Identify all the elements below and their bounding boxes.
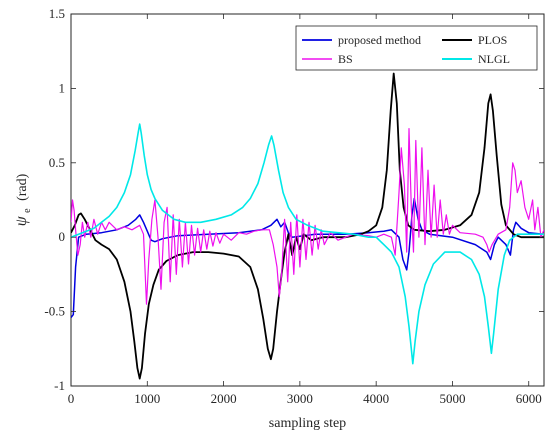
series-layer xyxy=(71,72,544,380)
series-line-plos xyxy=(71,72,544,380)
x-tick-label: 2000 xyxy=(211,391,237,406)
x-tick-label: 6000 xyxy=(516,391,542,406)
y-tick-label: 0 xyxy=(59,229,66,244)
x-tick-label: 5000 xyxy=(439,391,465,406)
svg-text:ψ e (rad): ψ e (rad) xyxy=(13,173,34,226)
y-tick-label: 1.5 xyxy=(49,6,65,21)
y-tick-label: -1 xyxy=(54,378,65,393)
y-tick-label: 0.5 xyxy=(49,155,65,170)
y-axis-label-unit: (rad) xyxy=(15,173,30,201)
tick-layer: 0 1000 2000 3000 4000 5000 6000 -1 -0.5 0 0.5 1 1.5 xyxy=(44,6,544,406)
x-tick-label: 4000 xyxy=(363,391,389,406)
legend: proposed method PLOS BS NLGL xyxy=(295,25,538,71)
series-line-nlgl xyxy=(71,123,544,365)
y-tick-label: 1 xyxy=(59,80,66,95)
y-tick-label: -0.5 xyxy=(44,304,65,319)
plot-area xyxy=(70,13,545,387)
y-axis-label-symbol: ψ xyxy=(13,215,30,226)
x-axis-label: sampling step xyxy=(269,416,346,431)
x-tick-label: 3000 xyxy=(287,391,313,406)
legend-box xyxy=(295,25,538,71)
legend-label: proposed method xyxy=(338,33,421,47)
legend-label: BS xyxy=(338,52,353,66)
x-tick-label: 0 xyxy=(68,391,75,406)
legend-label: PLOS xyxy=(478,33,507,47)
legend-label: NLGL xyxy=(478,52,510,66)
y-axis-label-subscript: e xyxy=(22,208,33,213)
x-tick-label: 1000 xyxy=(134,391,160,406)
y-axis-label: ψ e (rad) xyxy=(13,173,34,226)
series-line-bs xyxy=(71,128,544,305)
series-line-proposed-method xyxy=(71,197,544,319)
